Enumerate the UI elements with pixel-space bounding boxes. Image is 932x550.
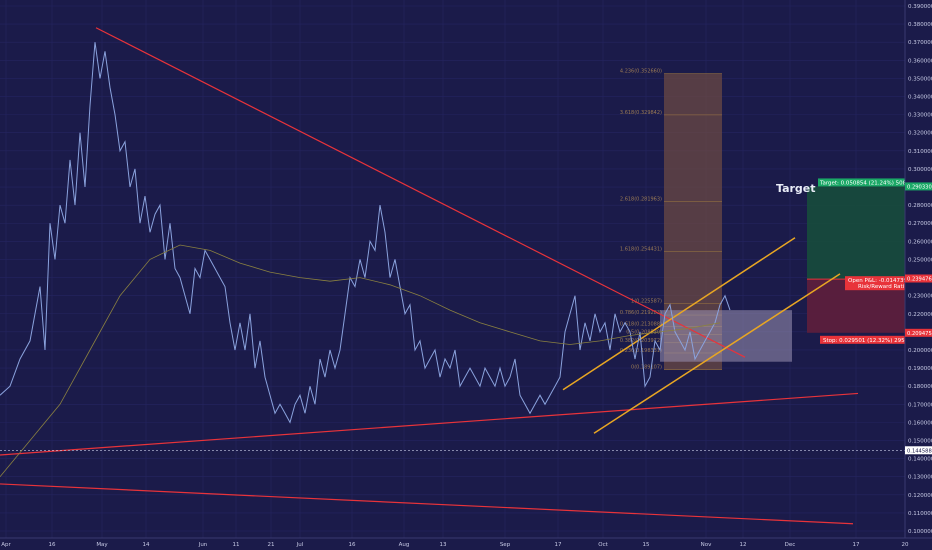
x-tick-label: 16 bbox=[349, 542, 356, 548]
price-tag-label: 0.144588 bbox=[907, 448, 932, 454]
price-series-line bbox=[0, 42, 731, 424]
y-tick-label: 0.250000 bbox=[908, 257, 932, 263]
x-tick-label: Apr bbox=[1, 542, 11, 548]
x-tick-label: 20 bbox=[902, 542, 909, 548]
fib-level-label: 1(0.225587) bbox=[631, 299, 662, 305]
y-tick-label: 0.180000 bbox=[908, 384, 932, 390]
y-tick-label: 0.130000 bbox=[908, 475, 932, 481]
price-tag bbox=[905, 274, 932, 283]
target-box bbox=[818, 178, 905, 187]
y-tick-label: 0.320000 bbox=[908, 131, 932, 137]
fib-level-label: 1.618(0.254431) bbox=[620, 246, 662, 252]
x-tick-label: 17 bbox=[555, 542, 562, 548]
price-tag bbox=[905, 328, 932, 337]
y-tick-label: 0.280000 bbox=[908, 203, 932, 209]
x-axis-panel bbox=[0, 538, 932, 550]
y-tick-label: 0.190000 bbox=[908, 366, 932, 372]
y-tick-label: 0.360000 bbox=[908, 58, 932, 64]
channel-upper-line bbox=[562, 237, 796, 391]
x-tick-label: 12 bbox=[740, 542, 747, 548]
y-tick-label: 0.370000 bbox=[908, 40, 932, 46]
grid bbox=[0, 0, 906, 538]
price-tag bbox=[905, 182, 932, 191]
fib-level-label: 2.618(0.281963) bbox=[620, 197, 662, 203]
pnl-label: Open P&L: -0.014739 bbox=[848, 278, 907, 284]
ascending-support-trendline bbox=[0, 392, 859, 456]
x-tick-label: Nov bbox=[701, 542, 712, 548]
y-tick-label: 0.330000 bbox=[908, 113, 932, 119]
y-tick-label: 0.110000 bbox=[908, 511, 932, 517]
x-tick-label: Jun bbox=[198, 542, 208, 548]
fib-level-label: 0(0.189107) bbox=[631, 365, 662, 371]
y-tick-label: 0.380000 bbox=[908, 22, 932, 28]
fib-level-label: 0.236(0.198331) bbox=[620, 348, 662, 354]
y-tick-label: 0.150000 bbox=[908, 438, 932, 444]
x-tick-label: Oct bbox=[598, 542, 608, 548]
x-tick-label: Aug bbox=[399, 542, 410, 548]
y-tick-label: 0.160000 bbox=[908, 420, 932, 426]
stop-box bbox=[820, 335, 905, 344]
moving-average-line bbox=[0, 244, 721, 477]
y-tick-label: 0.300000 bbox=[908, 167, 932, 173]
lower-trendline bbox=[0, 483, 854, 525]
x-tick-label: 17 bbox=[853, 542, 860, 548]
x-tick-label: Sep bbox=[500, 542, 511, 548]
price-tag-label: 0.209475 bbox=[907, 331, 932, 337]
x-tick-label: 15 bbox=[643, 542, 650, 548]
x-tick-label: May bbox=[96, 542, 108, 548]
y-tick-label: 0.390000 bbox=[908, 4, 932, 10]
fib-level-label: 0.5(0.208530) bbox=[626, 330, 662, 336]
fib-level-label: 0.618(0.213088) bbox=[620, 321, 662, 327]
y-tick-label: 0.170000 bbox=[908, 402, 932, 408]
descending-trendline bbox=[95, 27, 746, 358]
y-tick-label: 0.220000 bbox=[908, 312, 932, 318]
x-tick-label: 11 bbox=[233, 542, 240, 548]
x-tick-label: 14 bbox=[143, 542, 150, 548]
y-tick-label: 0.120000 bbox=[908, 493, 932, 499]
fib-level-label: 3.618(0.329842) bbox=[620, 110, 662, 116]
y-tick-label: 0.350000 bbox=[908, 76, 932, 82]
target-annotation: Target bbox=[776, 182, 816, 195]
price-tag bbox=[905, 446, 932, 455]
y-tick-label: 0.270000 bbox=[908, 221, 932, 227]
target-zone bbox=[807, 186, 905, 280]
series bbox=[0, 42, 731, 477]
y-tick-label: 0.340000 bbox=[908, 95, 932, 101]
y-tick-label: 0.310000 bbox=[908, 149, 932, 155]
y-tick-label: 0.260000 bbox=[908, 239, 932, 245]
price-tag-label: 0.239476 bbox=[907, 277, 932, 283]
y-tick-label: 0.230000 bbox=[908, 294, 932, 300]
x-tick-label: 16 bbox=[49, 542, 56, 548]
target-box-label: Target: 0.050854 (21.24%) 5085 bbox=[819, 180, 910, 186]
x-tick-label: 13 bbox=[440, 542, 447, 548]
overlays: 4.236(0.352660) 3.618(0.329842) 2.618(0.28… bbox=[0, 27, 910, 525]
x-tick-label: 21 bbox=[268, 542, 275, 548]
fib-level-label: 0.786(0.219283) bbox=[620, 310, 662, 316]
pnl-box bbox=[845, 276, 905, 291]
x-tick-label: Dec bbox=[785, 542, 796, 548]
stop-box-label: Stop: 0.029501 (12.32%) 2950 bbox=[823, 338, 909, 344]
y-tick-label: 0.100000 bbox=[908, 529, 932, 535]
x-tick-label: Jul bbox=[296, 542, 304, 548]
fib-level-label: 4.236(0.352660) bbox=[620, 69, 662, 75]
price-tag-label: 0.290330 bbox=[907, 184, 932, 190]
channel-lower-line bbox=[593, 273, 841, 434]
ratio-label: Risk/Reward Ratio bbox=[858, 284, 908, 290]
y-tick-label: 0.200000 bbox=[908, 348, 932, 354]
y-tick-label: 0.140000 bbox=[908, 457, 932, 463]
